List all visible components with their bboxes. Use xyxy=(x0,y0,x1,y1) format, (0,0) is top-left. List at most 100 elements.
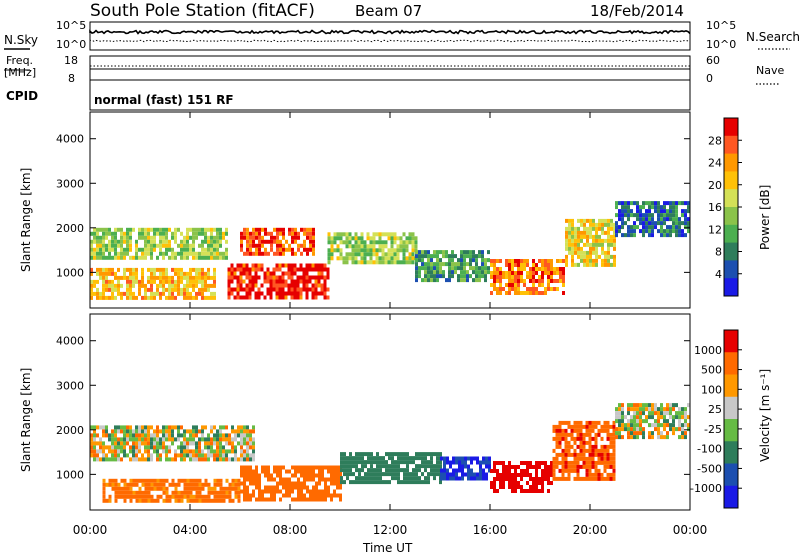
velocity-cell xyxy=(150,482,154,487)
power-cell xyxy=(529,287,532,291)
velocity-cell xyxy=(452,460,455,465)
colorbar-tick-label: 100 xyxy=(701,383,722,396)
velocity-cell xyxy=(126,429,129,434)
velocity-cell xyxy=(252,429,255,434)
velocity-cell xyxy=(198,441,201,446)
power-cell xyxy=(592,246,595,251)
x-tick-label: 08:00 xyxy=(273,523,308,537)
power-cell xyxy=(592,222,595,227)
power-cell xyxy=(384,260,388,265)
power-cell xyxy=(180,287,183,292)
velocity-cell xyxy=(252,473,255,478)
power-cell xyxy=(508,291,511,295)
power-cell xyxy=(207,243,210,248)
power-cell xyxy=(396,252,400,257)
power-cell xyxy=(99,267,102,272)
velocity-cell xyxy=(382,464,385,469)
velocity-cell xyxy=(180,490,184,495)
velocity-cell xyxy=(488,460,491,465)
velocity-cell xyxy=(567,464,571,469)
power-cell xyxy=(260,263,264,268)
power-cell xyxy=(351,260,355,265)
power-cell xyxy=(312,251,315,256)
velocity-cell xyxy=(376,480,379,485)
power-cell xyxy=(201,275,204,280)
velocity-cell xyxy=(609,456,613,461)
power-cell xyxy=(375,256,379,261)
velocity-cell xyxy=(183,429,186,434)
velocity-cell xyxy=(189,482,193,487)
power-cell xyxy=(589,254,592,259)
power-cell xyxy=(457,266,460,271)
velocity-cell xyxy=(183,490,187,495)
power-cell xyxy=(517,259,520,263)
power-cell xyxy=(222,251,225,256)
velocity-cell xyxy=(672,415,675,420)
power-cell xyxy=(240,239,243,244)
velocity-cell xyxy=(144,445,147,450)
velocity-cell xyxy=(591,472,595,477)
power-cell xyxy=(99,235,102,240)
velocity-cell xyxy=(174,486,178,491)
velocity-cell xyxy=(660,435,663,440)
velocity-cell xyxy=(594,472,598,477)
power-cell xyxy=(108,271,111,276)
power-cell xyxy=(225,247,228,252)
power-cell xyxy=(279,243,282,248)
velocity-cell xyxy=(343,480,346,485)
velocity-cell xyxy=(237,498,241,503)
power-cell xyxy=(90,251,93,256)
velocity-cell xyxy=(210,445,213,450)
velocity-cell xyxy=(270,477,273,482)
velocity-cell xyxy=(585,476,589,481)
power-cell xyxy=(165,271,168,276)
power-cell xyxy=(195,291,198,296)
velocity-cell xyxy=(567,420,571,425)
velocity-cell xyxy=(135,478,139,483)
power-cell xyxy=(249,231,252,236)
velocity-cell xyxy=(111,482,115,487)
velocity-cell xyxy=(156,486,160,491)
power-cell xyxy=(302,275,306,280)
power-cell xyxy=(496,291,499,295)
power-cell xyxy=(666,209,669,214)
power-cell xyxy=(204,295,207,300)
power-cell xyxy=(348,252,352,257)
velocity-cell xyxy=(678,423,681,428)
velocity-cell xyxy=(123,482,127,487)
velocity-cell xyxy=(165,494,169,499)
power-cell xyxy=(445,262,448,267)
velocity-cell xyxy=(406,464,409,469)
power-cell xyxy=(651,217,654,222)
power-cell xyxy=(399,236,403,241)
velocity-cell xyxy=(153,482,157,487)
power-cell xyxy=(102,243,105,248)
velocity-cell xyxy=(349,452,352,457)
velocity-cell xyxy=(285,485,288,490)
power-cell xyxy=(393,236,397,241)
velocity-cell xyxy=(603,456,607,461)
nsearch-label: N.Search xyxy=(746,30,800,44)
velocity-cell xyxy=(102,490,106,495)
power-cell xyxy=(129,243,132,248)
velocity-cell xyxy=(258,489,261,494)
power-cell xyxy=(114,295,117,300)
power-cell xyxy=(147,247,150,252)
velocity-cell xyxy=(558,476,562,481)
power-cell xyxy=(390,248,394,253)
power-cell xyxy=(520,291,523,295)
power-cell xyxy=(360,236,364,241)
velocity-cell xyxy=(606,436,610,441)
power-cell xyxy=(153,267,156,272)
velocity-cell xyxy=(666,407,669,412)
velocity-cell xyxy=(156,453,159,458)
power-cell xyxy=(366,244,370,249)
power-cell xyxy=(288,247,291,252)
velocity-cell xyxy=(135,445,138,450)
power-cell xyxy=(245,283,249,288)
power-cell xyxy=(144,255,147,260)
velocity-cell xyxy=(343,468,346,473)
velocity-cell xyxy=(421,480,424,485)
velocity-cell xyxy=(309,493,312,498)
power-cell xyxy=(144,291,147,296)
